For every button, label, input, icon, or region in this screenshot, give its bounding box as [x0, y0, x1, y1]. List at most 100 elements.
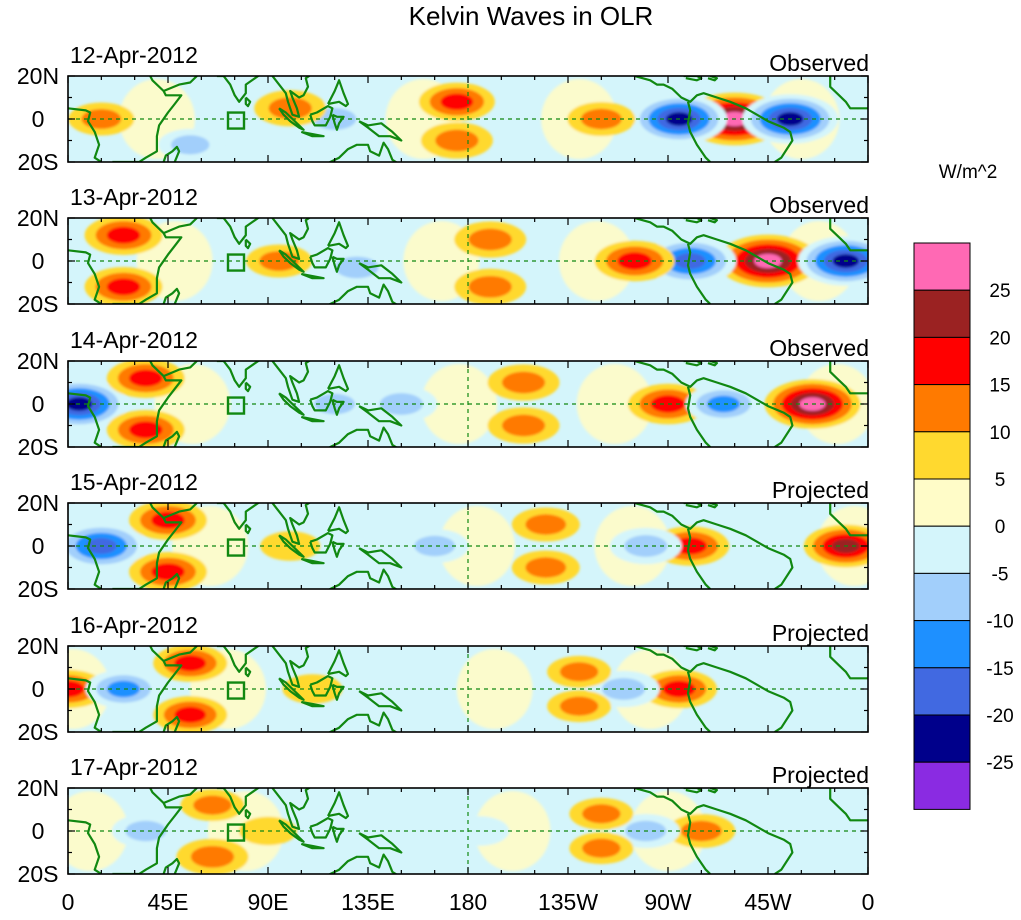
- y-tick-label: 20S: [18, 149, 59, 175]
- coastline: [358, 120, 403, 142]
- x-tick-label: 90W: [644, 889, 692, 915]
- anomaly-blob: [569, 832, 634, 865]
- coastline: [216, 503, 261, 530]
- contour-band: [151, 511, 185, 529]
- contour-band: [501, 371, 546, 394]
- panel-status: Projected: [772, 620, 869, 646]
- colorbar-swatch: [913, 572, 971, 622]
- reference-box: [226, 396, 246, 415]
- contour-band: [260, 531, 321, 561]
- panel-status: Observed: [769, 192, 869, 218]
- contour-band: [525, 557, 567, 578]
- y-tick-label: 0: [32, 818, 45, 844]
- anomaly-blob: [420, 122, 493, 159]
- anomaly-blob: [129, 503, 207, 540]
- y-tick-label: 20N: [17, 63, 59, 89]
- coastline: [68, 249, 102, 304]
- panel: 20N 0 20S 14-Apr-2012 Observed: [17, 327, 869, 460]
- contour-band: [435, 129, 479, 152]
- colorbar-label: -10: [986, 612, 1013, 633]
- coastline: [278, 819, 305, 843]
- anomaly-blob: [180, 789, 245, 822]
- y-tick-label: 20N: [17, 775, 59, 801]
- x-axis: 0 45E 90E 135E 180 135W 90W 45W 0: [62, 889, 875, 915]
- coastline: [278, 392, 305, 416]
- contour-band: [193, 795, 232, 815]
- contour-band: [379, 393, 423, 415]
- panel: 20N 0 20S 15-Apr-2012 Projected: [17, 469, 869, 602]
- colorbar-units: W/m^2: [939, 162, 998, 183]
- coastline: [300, 130, 325, 138]
- anomaly-blob: [567, 102, 636, 136]
- coastline: [707, 361, 718, 367]
- anomaly-blob: [454, 268, 527, 304]
- x-tick-label: 45E: [148, 889, 189, 915]
- anomaly-blob: [454, 221, 527, 258]
- x-tick-label: 135W: [538, 889, 598, 915]
- coastlines: [68, 218, 868, 304]
- coastline: [331, 398, 345, 416]
- coastline: [358, 262, 403, 284]
- coastline: [686, 813, 711, 874]
- coastline: [300, 272, 325, 280]
- coastlines: [68, 76, 868, 162]
- contour-band: [171, 135, 210, 155]
- coastline: [216, 646, 261, 673]
- anomaly-blob: [176, 838, 249, 874]
- coastline: [327, 711, 398, 732]
- anomaly-blob: [547, 655, 612, 688]
- coastline: [327, 853, 398, 874]
- contour-band: [707, 395, 740, 413]
- x-tick-label: 0: [862, 889, 875, 915]
- coastline: [707, 76, 718, 82]
- x-tick-label: 90E: [248, 889, 289, 915]
- colorbar-swatch: [913, 620, 971, 669]
- anomaly-blob: [158, 128, 223, 161]
- coastline: [162, 715, 181, 732]
- coastline: [271, 788, 312, 830]
- contour-band: [414, 535, 456, 557]
- y-tick-label: 20S: [18, 576, 59, 602]
- coastline: [358, 832, 403, 854]
- anomaly-blob: [511, 550, 580, 585]
- coastline: [216, 76, 261, 103]
- y-tick-label: 20N: [17, 490, 59, 516]
- coastline: [327, 568, 398, 589]
- colorbar-swatch: [913, 525, 971, 574]
- colorbar-label: 15: [989, 376, 1010, 397]
- contour-band: [582, 804, 621, 824]
- coastline: [68, 534, 102, 589]
- contour-band: [129, 421, 163, 439]
- anomaly-blob: [84, 267, 163, 304]
- contour-band: [440, 93, 474, 111]
- reference-box: [226, 681, 246, 700]
- coastline: [216, 788, 261, 815]
- coastline: [327, 79, 350, 108]
- panel-status: Projected: [772, 477, 869, 503]
- coastline: [634, 503, 794, 589]
- anomaly-blob: [594, 240, 675, 282]
- panel-date: 14-Apr-2012: [70, 327, 198, 353]
- coastline: [327, 141, 398, 162]
- contour-band: [559, 696, 599, 716]
- coastline: [686, 386, 711, 447]
- anomaly-blob: [106, 361, 185, 398]
- coastline: [68, 107, 102, 162]
- colorbar-label: -20: [986, 706, 1013, 727]
- colorbar-label: 20: [989, 328, 1010, 349]
- y-tick-label: 0: [32, 248, 45, 274]
- anomaly-blob: [569, 797, 634, 830]
- coastline: [358, 690, 403, 712]
- colorbar-swatch: [913, 761, 971, 810]
- x-tick-label: 45W: [744, 889, 792, 915]
- coastline: [300, 842, 325, 850]
- coastline: [163, 76, 198, 93]
- coastline: [163, 646, 198, 663]
- coastline: [707, 218, 718, 224]
- colorbar-swatch: [913, 242, 971, 291]
- contour-band: [617, 252, 652, 270]
- background-patch: [68, 791, 129, 871]
- x-tick-label: 180: [449, 889, 487, 915]
- coastline: [244, 381, 252, 393]
- y-tick-label: 0: [32, 391, 45, 417]
